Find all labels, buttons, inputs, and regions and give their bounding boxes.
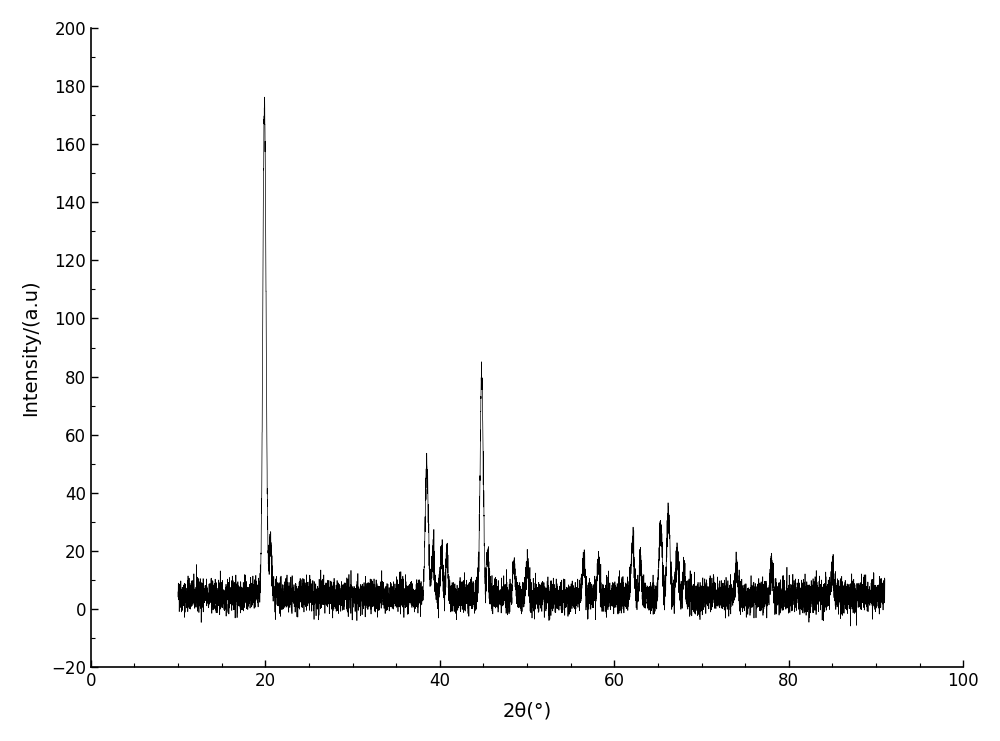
X-axis label: 2θ(°): 2θ(°) [502,701,552,720]
Y-axis label: Intensity/(a.u): Intensity/(a.u) [21,279,40,416]
